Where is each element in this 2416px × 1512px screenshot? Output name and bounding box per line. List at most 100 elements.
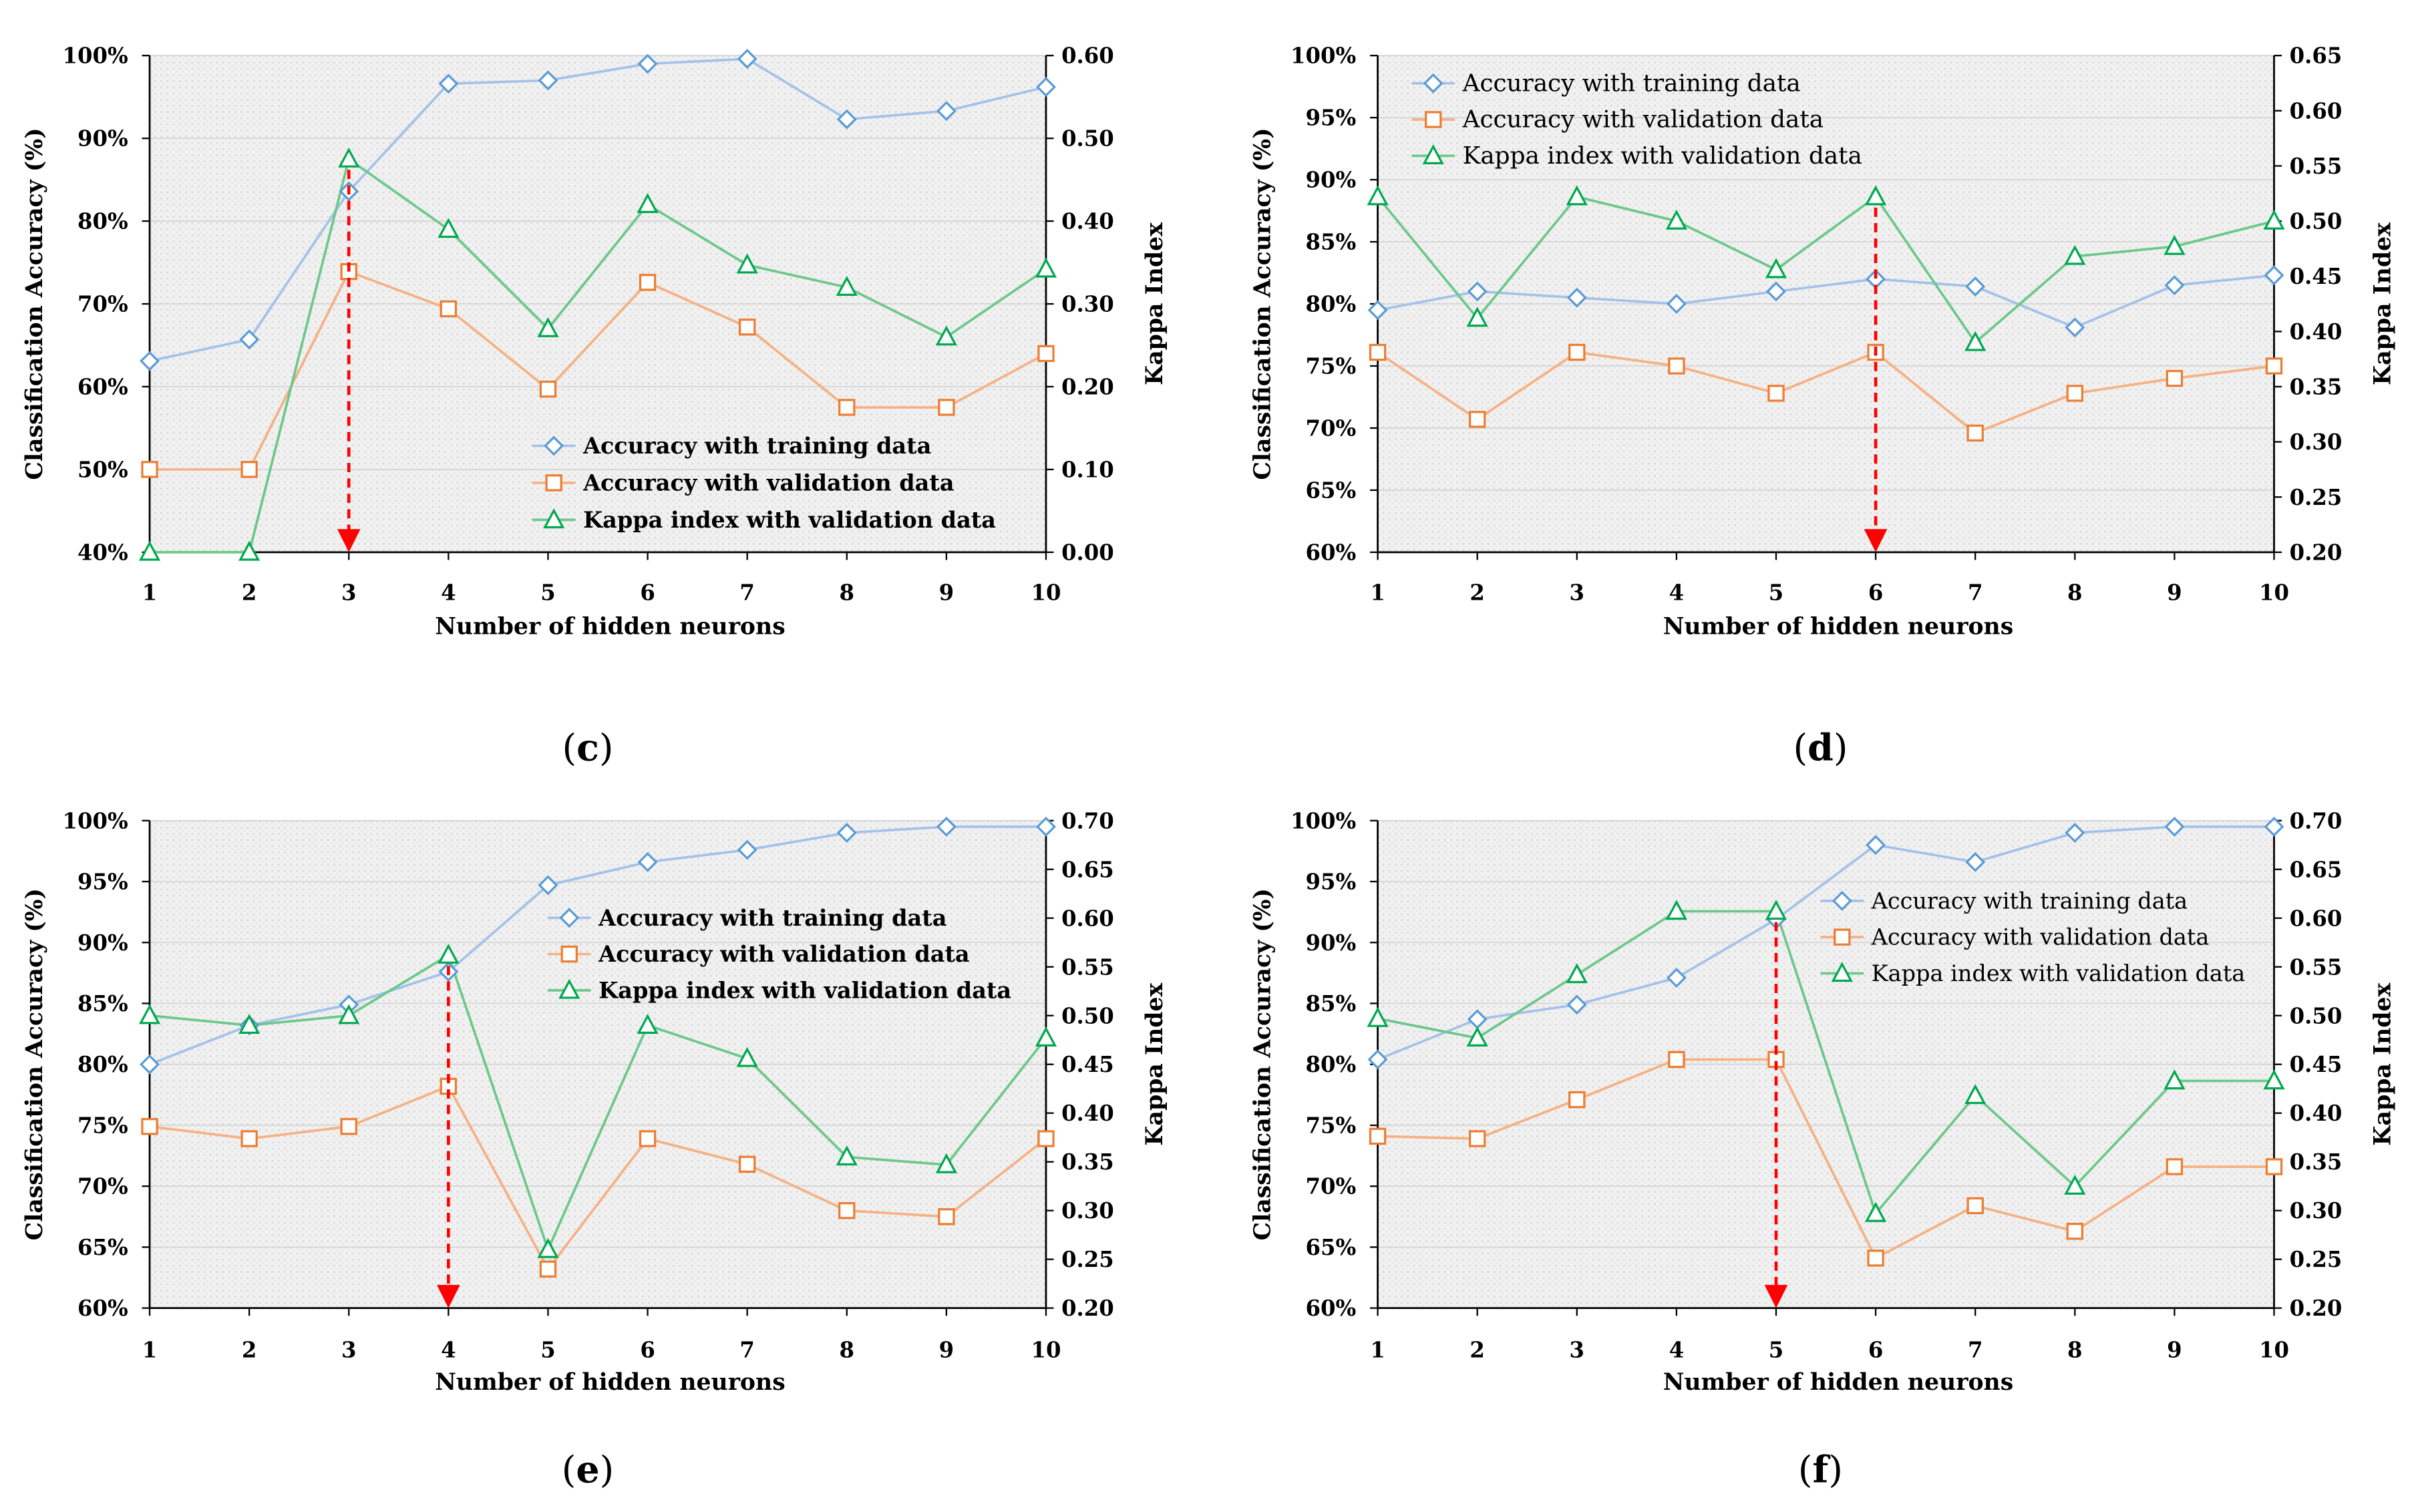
data-point-accuracy-with-training-data [1965, 276, 1986, 297]
y-tick-label: 80% [77, 209, 128, 234]
data-point-accuracy-with-training-data [538, 70, 558, 91]
data-point-accuracy-with-validation-data [1568, 343, 1586, 361]
data-point-kappa-index-with-validation-data [1964, 331, 1987, 351]
y2-tick-label: 0.40 [1061, 1101, 1114, 1126]
legend-marker-diamond-icon [559, 908, 580, 928]
data-point-accuracy-with-training-data [1367, 1049, 1388, 1070]
panel-caption: (d) [1793, 727, 1848, 770]
data-point-accuracy-with-training-data [1765, 281, 1786, 302]
data-point-accuracy-with-validation-data [738, 1155, 756, 1173]
data-point-accuracy-with-training-data [1566, 287, 1587, 308]
data-point-accuracy-with-training-data [538, 875, 558, 896]
y-tick-label: 80% [1306, 1052, 1357, 1077]
data-point-accuracy-with-training-data [438, 73, 459, 94]
y-axis-title: Classification Accuracy (%) [21, 888, 48, 1240]
x-tick-label: 8 [2067, 1338, 2083, 1363]
data-point-accuracy-with-validation-data [539, 1260, 557, 1278]
y2-tick-label: 0.00 [1061, 540, 1114, 565]
chart-panel-e: 60% 65% 70% 75% 80% 85% 90% 95% 100% 0.20 0.25 0.30… [21, 808, 1168, 1491]
y-tick-label: 75% [1306, 1113, 1357, 1138]
data-point-accuracy-with-validation-data [1966, 424, 1984, 442]
data-point-accuracy-with-validation-data [240, 461, 258, 478]
y-tick-label: 85% [77, 991, 128, 1016]
y-tick-label: 95% [77, 870, 128, 895]
data-point-kappa-index-with-validation-data [1566, 963, 1588, 984]
y-tick-label: 70% [77, 292, 128, 317]
y2-tick-label: 0.30 [2290, 1198, 2343, 1223]
y-axis-title: Classification Accuracy (%) [1248, 888, 1276, 1240]
legend-marker-triangle-icon [543, 508, 565, 529]
data-point-accuracy-with-validation-data [639, 274, 657, 291]
data-point-kappa-index-with-validation-data [2164, 234, 2186, 255]
data-point-accuracy-with-validation-data [2166, 1158, 2184, 1175]
y2-tick-label: 0.30 [2290, 429, 2343, 455]
x-tick-label: 8 [2067, 580, 2083, 605]
legend-label: Accuracy with validation data [1462, 106, 1824, 134]
series-line-accuracy-with-validation-data [150, 270, 1047, 471]
legend-marker-square-icon [560, 945, 578, 963]
data-point-accuracy-with-training-data [637, 53, 658, 74]
data-point-kappa-index-with-validation-data [1035, 1026, 1057, 1047]
data-point-accuracy-with-validation-data [1767, 385, 1785, 402]
x-tick-label: 7 [1968, 580, 1982, 605]
data-point-accuracy-with-validation-data [1037, 345, 1055, 363]
y2-tick-label: 0.50 [2290, 1003, 2343, 1028]
data-point-accuracy-with-validation-data [938, 1208, 955, 1225]
data-point-kappa-index-with-validation-data [238, 1014, 261, 1034]
x-tick-label: 1 [1370, 580, 1385, 605]
x-tick-label: 9 [939, 580, 955, 605]
data-point-accuracy-with-training-data [936, 101, 957, 122]
y2-tick-label: 0.55 [2290, 154, 2343, 179]
legend: Accuracy with training data Accuracy with… [1411, 69, 1862, 170]
x-axis-title: Number of hidden neurons [1663, 612, 2013, 640]
x-tick-label: 2 [1470, 580, 1485, 605]
y2-tick-label: 0.45 [2290, 1052, 2343, 1077]
x-tick-label: 10 [1031, 1338, 1061, 1363]
data-point-accuracy-with-training-data [1566, 994, 1587, 1015]
y-axis-title: Classification Accuracy (%) [1248, 128, 1276, 480]
y2-tick-label: 0.55 [1061, 954, 1114, 980]
y2-axis-title: Kappa Index [1141, 222, 1168, 385]
data-point-accuracy-with-validation-data [639, 1130, 657, 1147]
x-tick-label: 10 [2259, 580, 2289, 605]
y2-tick-label: 0.40 [2290, 319, 2343, 345]
data-point-accuracy-with-validation-data [440, 300, 458, 318]
data-point-kappa-index-with-validation-data [1466, 1026, 1488, 1047]
x-tick-label: 2 [1470, 1338, 1485, 1363]
series-line-accuracy-with-validation-data [1377, 1058, 2274, 1260]
y2-tick-label: 0.35 [1061, 1149, 1114, 1175]
y2-tick-label: 0.50 [1061, 126, 1114, 152]
x-tick-label: 5 [1769, 1338, 1784, 1363]
chart-panel-f: 60% 65% 70% 75% 80% 85% 90% 95% 100% 0.20 0.25 0.30… [1248, 808, 2396, 1491]
y-tick-label: 85% [1306, 230, 1357, 255]
data-point-kappa-index-with-validation-data [1864, 185, 1887, 206]
data-point-kappa-index-with-validation-data [2064, 1174, 2086, 1195]
y2-tick-label: 0.10 [1061, 457, 1114, 482]
series-line-kappa-index-with-validation-data [1377, 910, 2274, 1215]
x-tick-label: 5 [540, 1338, 556, 1363]
y2-tick-label: 0.50 [2290, 209, 2343, 234]
data-point-accuracy-with-validation-data [1568, 1091, 1586, 1109]
y-tick-label: 100% [1290, 808, 1356, 833]
y2-tick-label: 0.70 [2290, 808, 2343, 833]
legend-label: Accuracy with validation data [582, 469, 954, 496]
series-line-kappa-index-with-validation-data [1377, 195, 2274, 344]
data-point-accuracy-with-validation-data [838, 399, 856, 416]
data-point-kappa-index-with-validation-data [338, 1004, 360, 1024]
y-tick-label: 65% [77, 1235, 128, 1260]
data-point-accuracy-with-validation-data [1668, 357, 1685, 375]
y-tick-label: 60% [77, 375, 128, 400]
legend-label: Kappa index with validation data [583, 507, 996, 533]
data-point-kappa-index-with-validation-data [736, 1047, 758, 1067]
data-point-accuracy-with-validation-data [1867, 1250, 1884, 1267]
series-line-kappa-index-with-validation-data [150, 158, 1047, 554]
legend-label: Accuracy with training data [598, 905, 946, 931]
x-tick-label: 3 [341, 1338, 357, 1363]
series-line-accuracy-with-validation-data [1377, 351, 2274, 435]
series-line-kappa-index-with-validation-data [149, 954, 1047, 1251]
series-line-accuracy-with-training-data [1377, 274, 2274, 329]
y2-tick-label: 0.65 [2290, 857, 2343, 882]
data-point-accuracy-with-training-data [1467, 281, 1488, 302]
data-point-accuracy-with-training-data [1035, 816, 1056, 837]
data-point-accuracy-with-training-data [836, 109, 857, 130]
